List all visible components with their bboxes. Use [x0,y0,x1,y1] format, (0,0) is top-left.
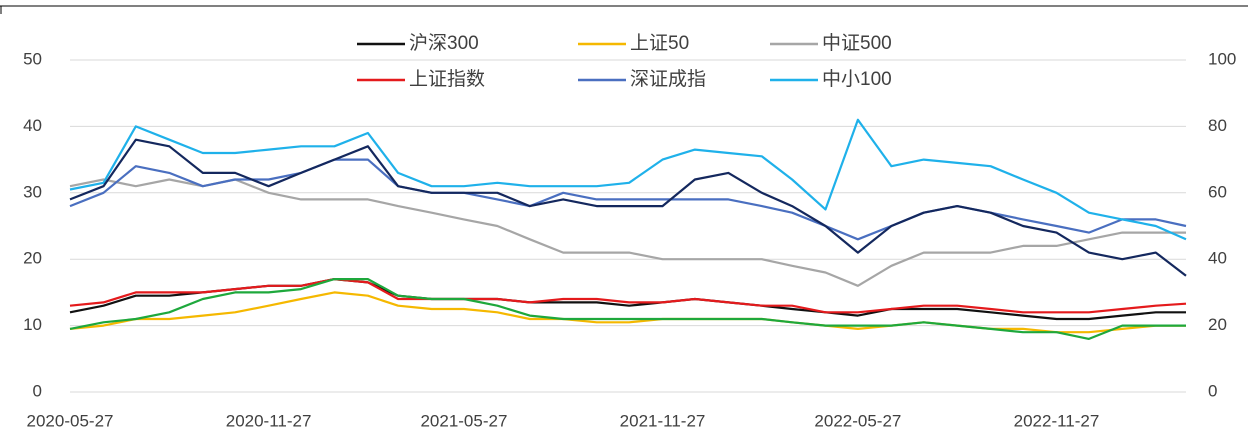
series-line [69,278,1186,321]
y-tick-label: 40 [23,116,42,135]
y2-tick-label: 20 [1208,315,1227,334]
legend-label: 中小100 [822,68,892,90]
y-tick-label: 10 [23,315,42,334]
y2-tick-label: 100 [1208,49,1236,68]
series-line [69,278,1187,314]
x-tick-label: 2022-05-27 [814,411,901,430]
legend-label: 深证成指 [630,68,706,90]
y2-tick-label: 40 [1208,249,1227,268]
legend-label: 沪深300 [409,32,479,54]
x-tick-label: 2021-11-27 [620,411,706,430]
x-tick-label: 2021-05-27 [420,411,507,430]
y2-tick-label: 60 [1208,182,1227,201]
series-line [69,118,1187,241]
y-tick-label: 0 [33,381,42,400]
x-tick-label: 2022-11-27 [1014,411,1100,430]
legend-label: 中证500 [822,32,892,54]
y-tick-label: 20 [23,249,42,268]
y2-tick-label: 0 [1208,381,1217,400]
series-line [69,158,1187,241]
legend-label: 上证50 [630,32,689,54]
x-tick-label: 2020-05-27 [27,411,114,430]
y-tick-label: 50 [23,49,42,68]
y2-tick-label: 80 [1208,116,1227,135]
series-line [69,278,1186,340]
y-tick-label: 30 [23,182,42,201]
series-line [69,178,1186,287]
legend-label: 上证指数 [409,68,485,90]
x-tick-label: 2020-11-27 [226,411,312,430]
series-line [69,138,1187,277]
